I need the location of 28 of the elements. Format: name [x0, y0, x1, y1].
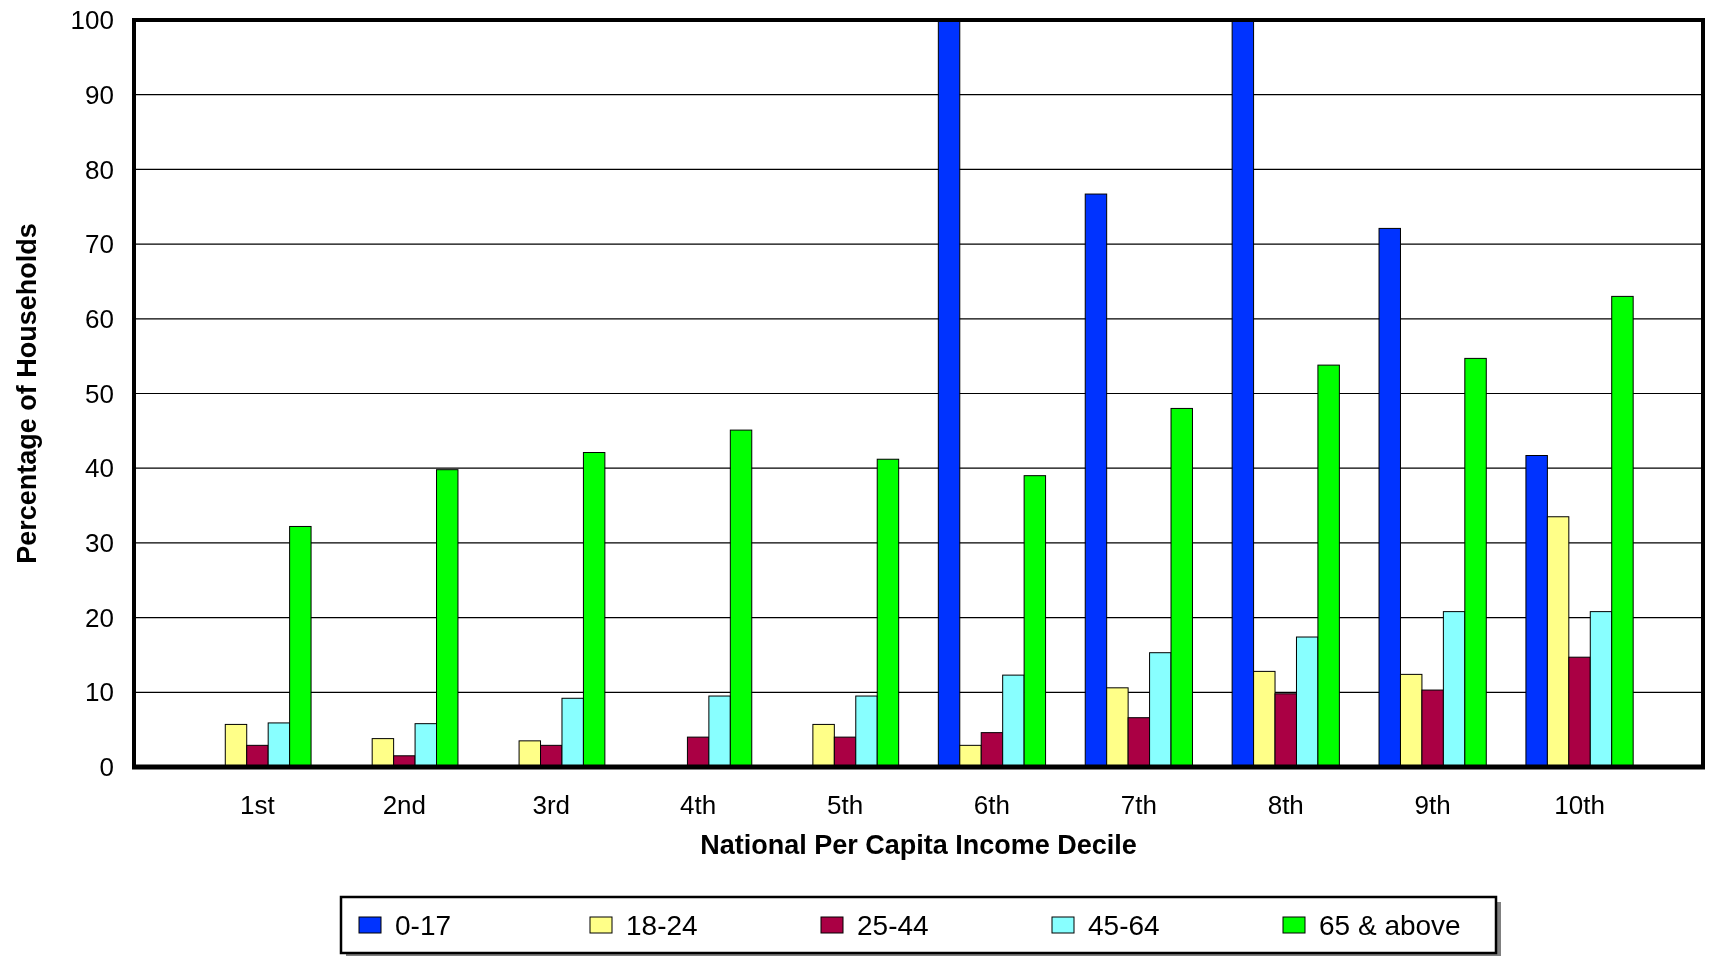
y-tick-label: 90 — [85, 79, 114, 110]
y-tick-label: 0 — [99, 752, 114, 783]
y-tick-label: 60 — [85, 303, 114, 334]
legend-label: 45-64 — [1088, 909, 1160, 941]
x-tick-label: 4th — [680, 790, 717, 820]
y-tick-label: 40 — [85, 453, 114, 484]
y-tick-label: 10 — [85, 677, 114, 708]
legend-label: 65 & above — [1319, 909, 1461, 941]
x-tick-label: 7th — [1120, 790, 1157, 820]
x-tick-label: 5th — [826, 790, 864, 820]
legend-label: 25-44 — [857, 909, 929, 941]
y-tick-label: 100 — [70, 5, 114, 36]
x-axis-title: National Per Capita Income Decile — [700, 830, 1137, 860]
y-tick-label: 30 — [85, 528, 114, 558]
x-tick-label: 2nd — [382, 790, 427, 820]
y-tick-label: 80 — [85, 154, 114, 185]
x-tick-label: 9th — [1414, 790, 1451, 820]
x-tick-label: 6th — [973, 790, 1011, 820]
x-tick-label: 10th — [1554, 790, 1605, 820]
legend-label: 18-24 — [626, 909, 698, 941]
x-tick-label: 1st — [240, 790, 276, 820]
legend-label: 0-17 — [395, 909, 452, 941]
y-tick-label: 70 — [85, 229, 114, 260]
y-axis-title: Percentage of Households — [12, 223, 42, 564]
y-tick-label: 50 — [85, 378, 114, 409]
x-tick-label: 8th — [1267, 790, 1304, 820]
y-tick-label: 20 — [85, 602, 114, 633]
x-tick-label: 3rd — [532, 790, 571, 820]
